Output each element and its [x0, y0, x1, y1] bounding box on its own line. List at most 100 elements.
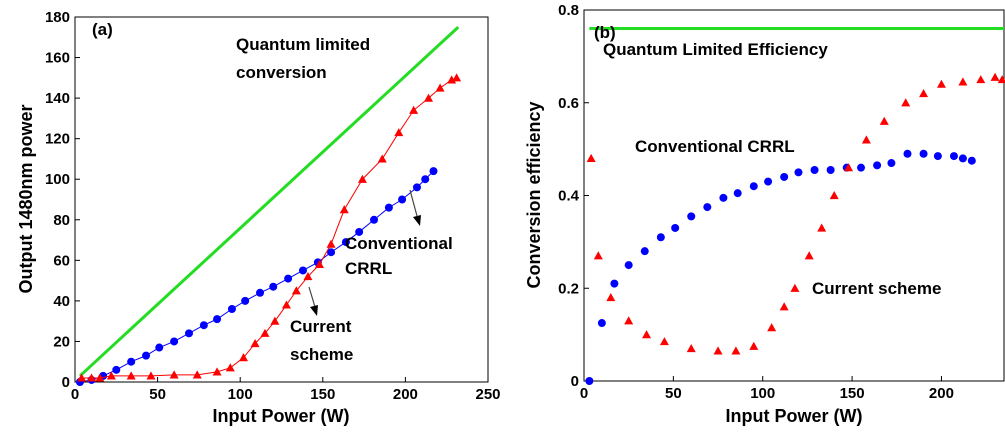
- x-tick-label-a-4: 200: [393, 386, 418, 403]
- y-tick-label-b-2: 0.4: [558, 188, 580, 205]
- data-point-b-1-23: [933, 152, 942, 161]
- data-point-b-1-5: [656, 233, 665, 242]
- data-point-a-2-0: [77, 373, 87, 382]
- data-point-b-1-26: [967, 156, 976, 165]
- y-axis-label-b: Conversion efficiency: [524, 101, 544, 288]
- data-point-b-1-10: [733, 189, 742, 198]
- x-tick-label-a-3: 150: [310, 386, 335, 403]
- data-point-a-2-23: [409, 105, 419, 114]
- data-point-a-1-7: [170, 337, 179, 346]
- data-point-b-1-8: [703, 203, 712, 212]
- data-point-a-1-6: [155, 343, 164, 352]
- y-tick-label-b-4: 0.8: [558, 2, 579, 19]
- data-point-b-2-4: [642, 330, 652, 339]
- data-point-a-1-21: [370, 215, 379, 224]
- data-point-a-1-11: [227, 305, 236, 313]
- data-point-b-2-5: [659, 337, 669, 346]
- data-point-a-2-14: [281, 300, 291, 309]
- data-point-b-2-19: [901, 98, 911, 107]
- data-point-a-1-12: [241, 296, 250, 305]
- x-tick-label-b-1: 50: [665, 385, 682, 402]
- data-point-b-1-14: [794, 168, 803, 177]
- data-point-a-2-26: [447, 75, 457, 84]
- data-point-b-2-17: [861, 135, 871, 144]
- plot-frame-b: [583, 9, 1005, 382]
- y-tick-label-a-3: 60: [53, 252, 70, 269]
- series-line-a-0: [78, 26, 460, 378]
- data-point-a-1-8: [184, 329, 193, 338]
- x-tick-label-a-1: 50: [149, 386, 166, 403]
- y-tick-label-b-1: 0.2: [558, 280, 579, 297]
- x-tick-label-b-0: 0: [580, 385, 588, 402]
- data-point-b-2-20: [919, 88, 929, 98]
- data-point-b-2-6: [686, 344, 696, 353]
- annotation-conventional: Conventional: [345, 234, 453, 253]
- data-point-a-2-7: [192, 370, 202, 379]
- plot-frame-a: [74, 16, 489, 383]
- data-point-b-2-24: [990, 72, 1000, 81]
- data-point-b-1-22: [919, 149, 928, 158]
- data-point-a-1-24: [412, 183, 421, 192]
- data-point-a-2-21: [377, 154, 387, 163]
- data-point-a-1-23: [398, 195, 407, 204]
- data-point-b-2-1: [593, 251, 603, 260]
- y-axis-label-a: Output 1480nm power: [16, 104, 36, 293]
- data-point-a-2-3: [106, 371, 116, 380]
- y-tick-label-a-1: 20: [53, 333, 70, 350]
- data-point-b-2-23: [976, 75, 986, 84]
- data-point-a-2-25: [435, 83, 445, 92]
- annotation-quantum-limited: Quantum limited: [236, 35, 370, 54]
- chart-panel-a: 0 50 100 150 200 250020406080100120140160180 …: [16, 9, 501, 426]
- x-axis-label-b: Input Power (W): [726, 406, 863, 426]
- data-point-b-1-9: [719, 193, 728, 202]
- data-point-a-1-22: [384, 203, 393, 212]
- data-point-b-2-9: [749, 341, 759, 350]
- data-point-b-1-19: [873, 161, 882, 170]
- annotation-crrl: CRRL: [345, 259, 392, 278]
- data-point-b-2-13: [804, 251, 814, 260]
- data-point-a-2-12: [260, 328, 270, 337]
- data-point-a-2-27: [452, 73, 462, 82]
- annotation-quantum-limited-efficiency: Quantum Limited Efficiency: [603, 40, 828, 59]
- data-point-a-2-6: [169, 370, 179, 379]
- data-point-b-1-6: [671, 223, 680, 232]
- data-point-b-1-21: [903, 149, 912, 158]
- series-line-a-2: [81, 77, 457, 379]
- data-point-b-1-18: [857, 163, 866, 172]
- y-tick-label-a-4: 80: [53, 212, 70, 229]
- data-point-b-1-12: [764, 177, 773, 186]
- data-point-b-1-1: [597, 319, 606, 328]
- series-layer-a: [75, 26, 462, 386]
- data-point-b-2-7: [713, 346, 723, 355]
- annotation-current-scheme: Current scheme: [812, 279, 941, 298]
- y-tick-label-a-2: 40: [53, 293, 70, 310]
- data-point-b-1-7: [687, 212, 696, 221]
- data-point-a-1-9: [199, 321, 208, 330]
- data-point-a-1-15: [284, 274, 293, 283]
- y-tick-label-a-6: 120: [45, 131, 70, 148]
- chart-panel-b: 0 50 100 150 200 0 0.2 0.4 0.6 0.8 (b) Input Powe…: [524, 2, 1005, 426]
- data-point-b-2-8: [731, 346, 741, 355]
- data-point-a-1-13: [256, 288, 265, 297]
- data-point-a-2-11: [250, 338, 260, 348]
- data-point-b-2-12: [790, 283, 800, 292]
- data-point-b-1-11: [749, 182, 758, 191]
- data-point-b-1-16: [826, 165, 835, 174]
- data-point-a-1-14: [269, 282, 278, 291]
- data-point-b-2-2: [606, 293, 616, 302]
- data-point-b-2-10: [767, 323, 777, 332]
- data-point-b-1-25: [958, 154, 967, 163]
- data-point-a-1-5: [142, 351, 151, 360]
- annotation-scheme: scheme: [290, 345, 353, 364]
- data-point-a-2-13: [270, 316, 280, 325]
- y-tick-label-a-7: 140: [45, 90, 70, 107]
- data-point-b-2-21: [936, 79, 946, 88]
- data-point-b-1-4: [640, 247, 649, 256]
- y-tick-label-b-0: 0: [571, 373, 579, 390]
- data-point-a-2-2: [95, 373, 105, 382]
- data-point-b-2-18: [879, 116, 889, 125]
- y-tick-label-a-9: 180: [45, 9, 70, 26]
- data-point-b-2-11: [779, 302, 789, 311]
- x-tick-label-a-2: 100: [228, 386, 253, 403]
